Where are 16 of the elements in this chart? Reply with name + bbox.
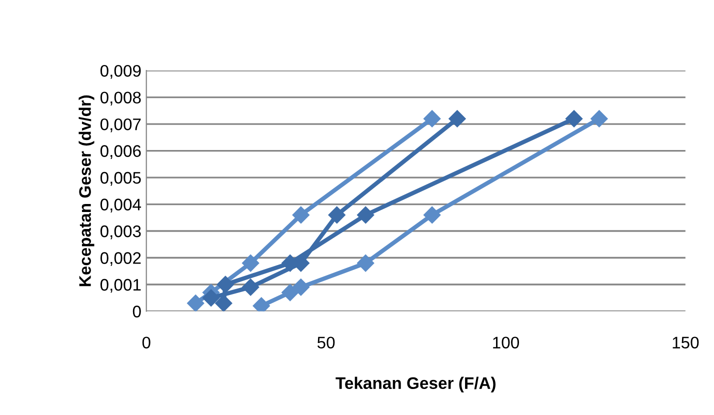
x-axis-title: Tekanan Geser (F/A) [336, 376, 496, 392]
x-tick-label: 0 [142, 336, 150, 348]
y-tick-label: 0,005 [100, 172, 141, 186]
y-tick-label: 0,007 [100, 118, 141, 132]
y-tick-label: 0,004 [100, 198, 142, 212]
y-tick-label: 0,003 [100, 225, 141, 240]
x-tick-label: 100 [493, 336, 520, 348]
y-tick-label: 0,001 [100, 278, 141, 293]
y-tick-label: 0 [132, 306, 141, 318]
y-axis-title: Kecepatan Geser (dv/dr) [78, 95, 94, 286]
y-tick-label: 0,002 [100, 252, 141, 266]
y-tick-label: 0,009 [100, 64, 141, 79]
x-tick-label: 50 [317, 336, 335, 348]
y-tick-label: 0,006 [100, 145, 141, 159]
x-tick-label: 150 [672, 336, 699, 348]
y-tick-label: 0,008 [100, 92, 141, 106]
